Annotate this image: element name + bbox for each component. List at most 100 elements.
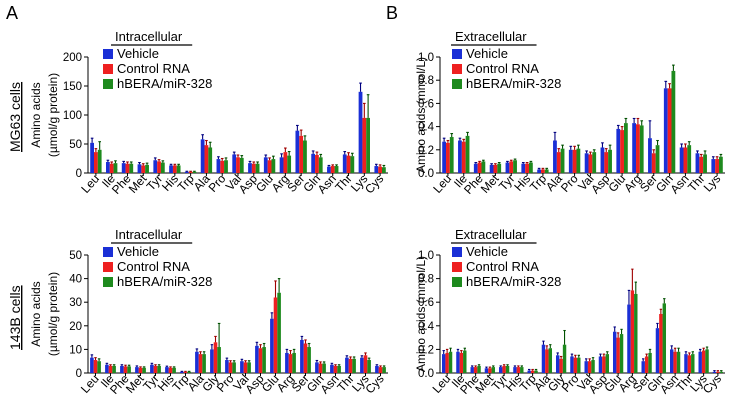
bar-1 [330, 166, 335, 173]
bar-2 [113, 163, 118, 173]
legend-label: hBERA/miR-328 [117, 274, 212, 289]
bar-2 [366, 117, 370, 173]
legend-swatch [103, 49, 113, 59]
bar-1 [228, 362, 233, 373]
bar-1 [516, 367, 521, 373]
bar-0 [137, 164, 142, 173]
bar-1 [267, 160, 272, 173]
row-label-143b: 143B cells [7, 285, 23, 350]
bar-2 [112, 365, 116, 373]
bar-2 [187, 371, 191, 373]
row-label-mg63: MG63 cells [7, 82, 23, 152]
bar-0 [153, 160, 158, 173]
bar-1 [636, 124, 640, 173]
bar-1 [572, 149, 577, 173]
bar-0 [627, 304, 631, 373]
bar-0 [679, 147, 684, 173]
bar-1 [509, 161, 514, 173]
legend-swatch [103, 277, 113, 287]
bar-2 [202, 354, 206, 373]
bar-0 [655, 328, 660, 373]
bar-0 [612, 331, 617, 373]
bar-0 [90, 357, 94, 373]
y-tick-label: 1.0 [418, 250, 434, 262]
bar-0 [641, 361, 645, 373]
y-tick-label: 40 [69, 274, 82, 286]
bar-0 [712, 371, 717, 373]
y-tick-label: 0.2 [418, 145, 434, 157]
bar-1 [716, 371, 720, 373]
bar-2 [262, 347, 266, 373]
bar-1 [530, 370, 535, 373]
bar-0 [150, 364, 154, 373]
bar-2 [562, 344, 567, 373]
legend-label: Control RNA [117, 61, 190, 76]
bar-0 [568, 149, 573, 173]
bar-0 [345, 357, 349, 373]
y-tick-label: 200 [63, 52, 82, 64]
panel-label-b: B [386, 3, 398, 23]
bar-1 [559, 358, 563, 373]
bar-1 [699, 156, 704, 173]
bar-1 [620, 130, 624, 173]
bar-2 [322, 363, 326, 373]
bar-0 [180, 371, 184, 373]
bar-1 [644, 356, 649, 373]
bar-0 [684, 354, 688, 373]
chart-title: Extracellular [455, 227, 527, 242]
bar-1 [333, 365, 338, 373]
chart-panel-4: Extracellular Amino acids (mmol/L)0.0 0.2 0… [414, 227, 725, 397]
legend-swatch [103, 247, 113, 257]
bar-2 [239, 157, 244, 173]
bar-2 [619, 334, 624, 373]
bar-1 [602, 356, 606, 373]
bar-0 [470, 367, 474, 373]
bar-2 [577, 357, 581, 373]
bar-0 [295, 130, 300, 173]
bar-2 [303, 140, 307, 173]
bar-2 [687, 145, 692, 173]
bar-0 [330, 364, 334, 373]
bar-2 [463, 350, 467, 373]
bar-1 [715, 159, 719, 173]
bar-0 [505, 162, 510, 173]
y-tick-label: 0.4 [418, 321, 435, 333]
bar-0 [311, 153, 316, 173]
chart-title: Intracellular [115, 227, 183, 242]
bar-1 [588, 154, 593, 173]
chart-panel-2: Extracellular Amino acids (mmol/L)0.0 0.2 0… [414, 29, 725, 197]
bar-1 [459, 352, 464, 373]
y-axis-label: Amino acids [29, 281, 43, 346]
chart-panel-1: Intracellular Amino acids (µmol/g protein)… [29, 29, 388, 197]
bar-2 [208, 147, 213, 173]
bar-1 [198, 354, 203, 373]
bar-0 [106, 161, 110, 173]
bar-2 [232, 362, 236, 373]
bar-1 [188, 171, 193, 173]
bar-1 [683, 147, 688, 173]
y-tick-label: 150 [63, 81, 82, 93]
bar-0 [584, 153, 589, 173]
legend-label: Control RNA [466, 259, 539, 274]
bar-2 [608, 149, 612, 173]
bar-1 [616, 337, 620, 373]
chart-title: Intracellular [115, 29, 183, 44]
y-tick-label: 50 [69, 139, 82, 151]
bar-1 [488, 368, 492, 373]
bar-0 [210, 349, 214, 373]
bar-2 [548, 348, 553, 373]
bar-2 [448, 351, 453, 373]
bar-1 [125, 163, 130, 173]
bar-2 [382, 167, 386, 173]
y-tick-label: 0.6 [418, 98, 434, 110]
bar-2 [528, 162, 533, 173]
bar-0 [121, 163, 126, 173]
bar-0 [279, 157, 284, 173]
chart-title: Extracellular [455, 29, 527, 44]
legend-swatch [103, 64, 113, 74]
bar-2 [255, 163, 260, 173]
y-tick-label: 0.0 [418, 368, 434, 380]
bar-1 [288, 354, 293, 373]
bar-0 [342, 154, 347, 173]
